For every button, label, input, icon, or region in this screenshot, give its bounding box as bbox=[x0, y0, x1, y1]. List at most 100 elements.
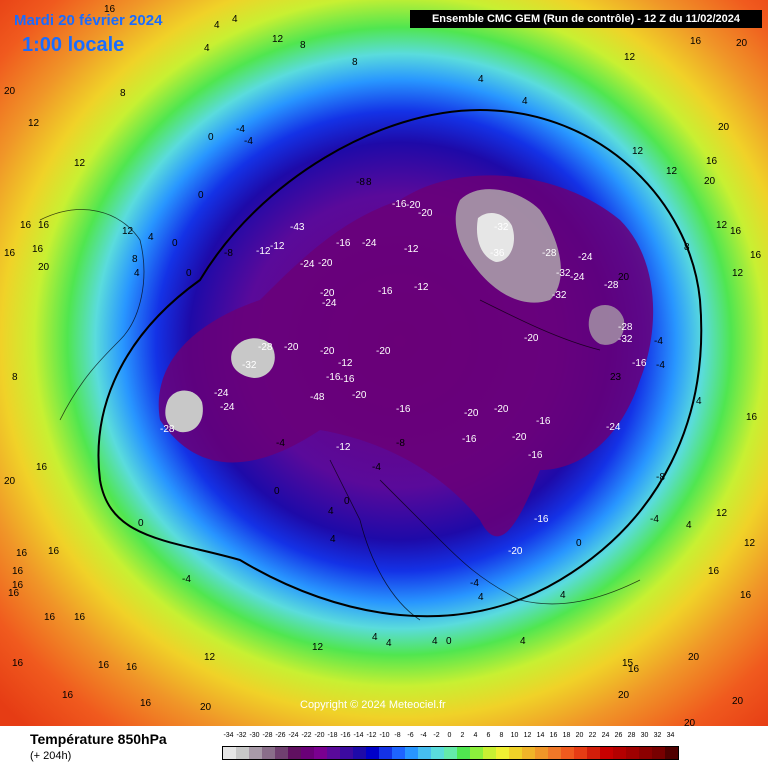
isotherm-value-label: -20 bbox=[406, 200, 421, 211]
isotherm-value-label: 8 bbox=[366, 177, 372, 188]
isotherm-value-label: 16 bbox=[690, 36, 702, 47]
isotherm-value-label: -24 bbox=[300, 259, 315, 270]
scale-label: 8 bbox=[499, 732, 504, 739]
isotherm-value-label: -32 bbox=[552, 290, 567, 301]
isotherm-value-label: 20 bbox=[684, 718, 696, 726]
isotherm-value-label: 12 bbox=[666, 166, 678, 177]
isotherm-value-label: -24 bbox=[606, 422, 621, 433]
isotherm-value-label: -12 bbox=[404, 244, 419, 255]
isotherm-value-label: 4 bbox=[214, 20, 220, 31]
scale-swatch bbox=[457, 747, 470, 759]
isotherm-value-label: -20 bbox=[318, 258, 333, 269]
isotherm-value-label: 8 bbox=[300, 40, 306, 51]
scale-label: 26 bbox=[614, 732, 623, 739]
scale-label: 34 bbox=[666, 732, 675, 739]
isotherm-value-label: 16 bbox=[4, 248, 16, 259]
isotherm-value-label: 20 bbox=[200, 702, 212, 713]
scale-label: -16 bbox=[340, 732, 351, 739]
isotherm-value-label: 12 bbox=[744, 538, 756, 549]
scale-label: -24 bbox=[288, 732, 299, 739]
isotherm-value-label: -20 bbox=[284, 342, 299, 353]
color-scale-labels: -34 -32 -30 -28 -26 -24 -22 -20 -18 -16 -14 -12 -10-… bbox=[222, 730, 679, 742]
scale-label: -14 bbox=[353, 732, 364, 739]
isotherm-value-label: 12 bbox=[716, 220, 728, 231]
copyright-text: Copyright © 2024 Meteociel.fr bbox=[300, 699, 446, 711]
isotherm-value-label: 16 bbox=[32, 244, 44, 255]
scale-swatch bbox=[535, 747, 548, 759]
isotherm-value-label: -24 bbox=[362, 238, 377, 249]
scale-swatch bbox=[626, 747, 639, 759]
isotherm-value-label: 16 bbox=[12, 566, 24, 577]
isotherm-value-label: 16 bbox=[708, 566, 720, 577]
isotherm-value-label: -16 bbox=[632, 358, 647, 369]
isotherm-value-label: -20 bbox=[352, 390, 367, 401]
scale-swatch bbox=[353, 747, 366, 759]
cold-core-canada-2 bbox=[165, 390, 203, 433]
scale-swatch bbox=[327, 747, 340, 759]
isotherm-value-label: 4 bbox=[328, 506, 334, 517]
isotherm-value-label: 0 bbox=[172, 238, 178, 249]
isotherm-value-label: -8 bbox=[396, 438, 405, 449]
scale-label: 24 bbox=[601, 732, 610, 739]
scale-swatch bbox=[418, 747, 431, 759]
isotherm-value-label: 16 bbox=[628, 664, 640, 675]
scale-swatch bbox=[262, 747, 275, 759]
isotherm-value-label: 20 bbox=[38, 262, 50, 273]
isotherm-value-label: 16 bbox=[12, 580, 24, 591]
isotherm-value-label: 20 bbox=[732, 696, 744, 707]
isotherm-value-label: 12 bbox=[122, 226, 134, 237]
scale-swatch bbox=[223, 747, 236, 759]
isotherm-value-label: -24 bbox=[214, 388, 229, 399]
scale-swatch bbox=[301, 747, 314, 759]
isotherm-value-label: 20 bbox=[736, 38, 748, 49]
scale-swatch bbox=[392, 747, 405, 759]
isotherm-value-label: 0 bbox=[186, 268, 192, 279]
isotherm-value-label: -4 bbox=[236, 124, 245, 135]
isotherm-value-label: 4 bbox=[520, 636, 526, 647]
isotherm-value-label: -4 bbox=[182, 574, 191, 585]
isotherm-value-label: 12 bbox=[732, 268, 744, 279]
isotherm-value-label: 0 bbox=[274, 486, 280, 497]
forecast-time: 1:00 locale bbox=[22, 34, 125, 56]
isotherm-value-label: -12 bbox=[414, 282, 429, 293]
isotherm-value-label: 16 bbox=[706, 156, 718, 167]
scale-swatch bbox=[288, 747, 301, 759]
isotherm-value-label: 15 bbox=[622, 658, 634, 669]
isotherm-value-label: 16 bbox=[98, 660, 110, 671]
scale-swatch bbox=[496, 747, 509, 759]
cold-core-canada bbox=[231, 338, 275, 378]
scale-label: 10 bbox=[510, 732, 519, 739]
isotherm-value-label: -8 bbox=[656, 472, 665, 483]
isotherm-value-label: 4 bbox=[204, 43, 210, 54]
isotherm-value-label: 16 bbox=[12, 658, 24, 669]
isotherm-value-label: -20 bbox=[418, 208, 433, 219]
isotherm-value-label: -32 bbox=[556, 268, 571, 279]
isotherm-value-label: 12 bbox=[624, 52, 636, 63]
scale-label: 20 bbox=[575, 732, 584, 739]
isotherm-value-label: -24 bbox=[220, 402, 235, 413]
isotherm-value-label: 12 bbox=[312, 642, 324, 653]
isotherm-value-label: 12 bbox=[28, 118, 40, 129]
scale-label: -20 bbox=[314, 732, 325, 739]
isotherm-value-label: 4 bbox=[372, 632, 378, 643]
isotherm-value-label: 16 bbox=[44, 612, 56, 623]
isotherm-value-label: -4 bbox=[244, 136, 253, 147]
isotherm-value-label: -16 bbox=[392, 199, 407, 210]
isotherm-value-label: 20 bbox=[688, 652, 700, 663]
scale-label: -30 bbox=[249, 732, 260, 739]
scale-swatch bbox=[275, 747, 288, 759]
color-scale: -34 -32 -30 -28 -26 -24 -22 -20 -18 -16 -14 -12 -10-… bbox=[222, 730, 679, 764]
isotherm-value-label: 0 bbox=[576, 538, 582, 549]
scale-swatch bbox=[340, 747, 353, 759]
scale-label: -6 bbox=[407, 732, 414, 739]
isotherm-value-label: -16 bbox=[336, 238, 351, 249]
isotherm-value-label: -28 bbox=[160, 424, 175, 435]
isotherm-value-label: -28 bbox=[542, 248, 557, 259]
cold-core-asia-white bbox=[476, 212, 515, 262]
isotherm-value-label: 4 bbox=[696, 396, 702, 407]
isotherm-value-label: -12 bbox=[270, 241, 285, 252]
scale-swatch bbox=[639, 747, 652, 759]
isotherm-value-label: 8 bbox=[684, 242, 690, 253]
